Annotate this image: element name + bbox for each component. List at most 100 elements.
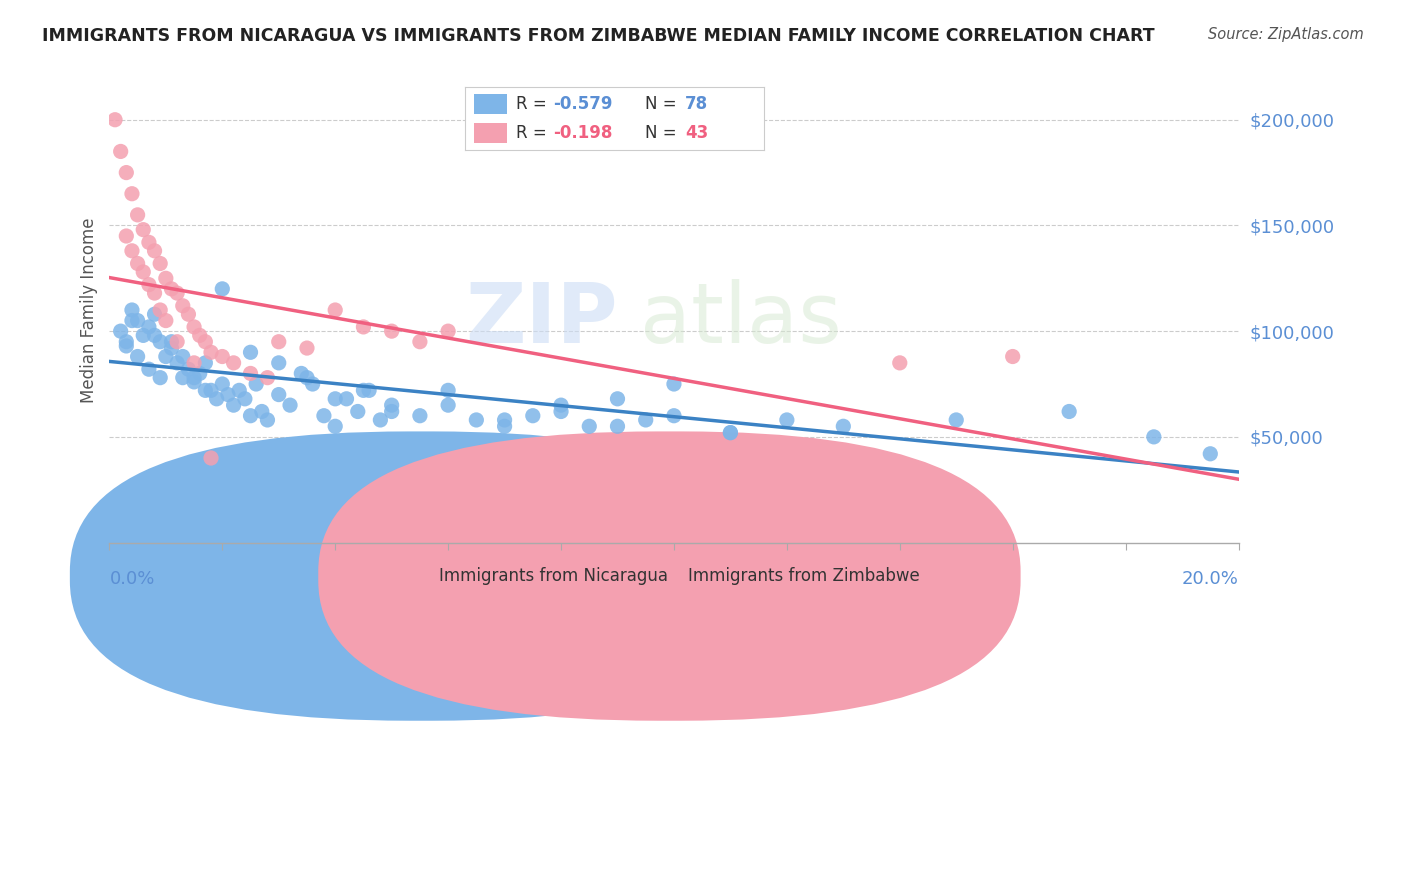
Point	[945, 413, 967, 427]
Point	[550, 398, 572, 412]
Point	[295, 370, 318, 384]
Point	[132, 328, 155, 343]
Point	[166, 356, 188, 370]
Point	[200, 384, 222, 398]
Y-axis label: Median Family Income: Median Family Income	[80, 218, 98, 403]
Point	[177, 362, 200, 376]
Point	[239, 345, 262, 359]
Point	[127, 208, 149, 222]
Point	[166, 286, 188, 301]
Point	[143, 307, 166, 321]
Point	[250, 404, 273, 418]
Point	[149, 334, 172, 349]
Point	[522, 409, 544, 423]
Point	[718, 425, 741, 440]
Point	[267, 356, 290, 370]
Point	[437, 324, 460, 338]
Point	[115, 334, 138, 349]
Text: 0.0%: 0.0%	[110, 571, 155, 589]
Point	[155, 313, 177, 327]
Point	[323, 303, 346, 318]
Point	[127, 350, 149, 364]
Point	[160, 334, 183, 349]
Point	[172, 299, 194, 313]
Point	[194, 334, 217, 349]
Point	[409, 409, 432, 423]
Point	[776, 447, 799, 461]
Point	[550, 404, 572, 418]
Point	[323, 419, 346, 434]
Point	[370, 413, 392, 427]
Point	[211, 350, 233, 364]
Point	[359, 384, 381, 398]
Point	[138, 277, 160, 292]
Point	[143, 328, 166, 343]
Point	[494, 419, 516, 434]
Point	[143, 244, 166, 258]
Point	[121, 313, 143, 327]
Point	[183, 356, 205, 370]
Point	[278, 398, 301, 412]
Point	[239, 409, 262, 423]
Point	[228, 384, 250, 398]
Point	[121, 303, 143, 318]
Point	[160, 341, 183, 355]
Text: Immigrants from Zimbabwe: Immigrants from Zimbabwe	[688, 567, 920, 585]
Point	[110, 145, 132, 159]
Point	[132, 265, 155, 279]
Point	[172, 370, 194, 384]
Point	[437, 398, 460, 412]
Point	[1143, 430, 1166, 444]
Point	[177, 307, 200, 321]
Point	[205, 392, 228, 406]
Text: Immigrants from Nicaragua: Immigrants from Nicaragua	[439, 567, 668, 585]
Point	[211, 377, 233, 392]
Point	[188, 367, 211, 381]
Point	[409, 334, 432, 349]
Point	[138, 320, 160, 334]
Point	[172, 350, 194, 364]
Point	[183, 320, 205, 334]
Point	[155, 350, 177, 364]
Point	[267, 387, 290, 401]
Point	[718, 425, 741, 440]
Point	[494, 413, 516, 427]
Point	[132, 222, 155, 236]
Point	[222, 356, 245, 370]
Point	[1057, 404, 1080, 418]
Point	[381, 398, 404, 412]
Point	[115, 339, 138, 353]
Point	[381, 404, 404, 418]
Point	[256, 413, 278, 427]
Point	[121, 244, 143, 258]
Point	[149, 303, 172, 318]
Text: IMMIGRANTS FROM NICARAGUA VS IMMIGRANTS FROM ZIMBABWE MEDIAN FAMILY INCOME CORRE: IMMIGRANTS FROM NICARAGUA VS IMMIGRANTS …	[42, 27, 1154, 45]
Point	[832, 419, 855, 434]
Point	[889, 356, 911, 370]
Point	[166, 334, 188, 349]
Point	[160, 282, 183, 296]
Point	[295, 341, 318, 355]
Point	[267, 334, 290, 349]
Point	[606, 392, 628, 406]
Point	[194, 384, 217, 398]
Text: 20.0%: 20.0%	[1181, 571, 1239, 589]
Point	[290, 367, 312, 381]
Point	[110, 324, 132, 338]
Point	[222, 398, 245, 412]
Point	[127, 313, 149, 327]
Point	[138, 362, 160, 376]
FancyBboxPatch shape	[318, 432, 1021, 721]
Point	[634, 413, 657, 427]
Text: atlas: atlas	[640, 279, 842, 359]
Point	[323, 392, 346, 406]
Point	[194, 356, 217, 370]
FancyBboxPatch shape	[70, 432, 772, 721]
Point	[1001, 350, 1024, 364]
Point	[662, 377, 685, 392]
Point	[352, 384, 374, 398]
Point	[149, 256, 172, 270]
Point	[776, 413, 799, 427]
Point	[256, 370, 278, 384]
Point	[662, 409, 685, 423]
